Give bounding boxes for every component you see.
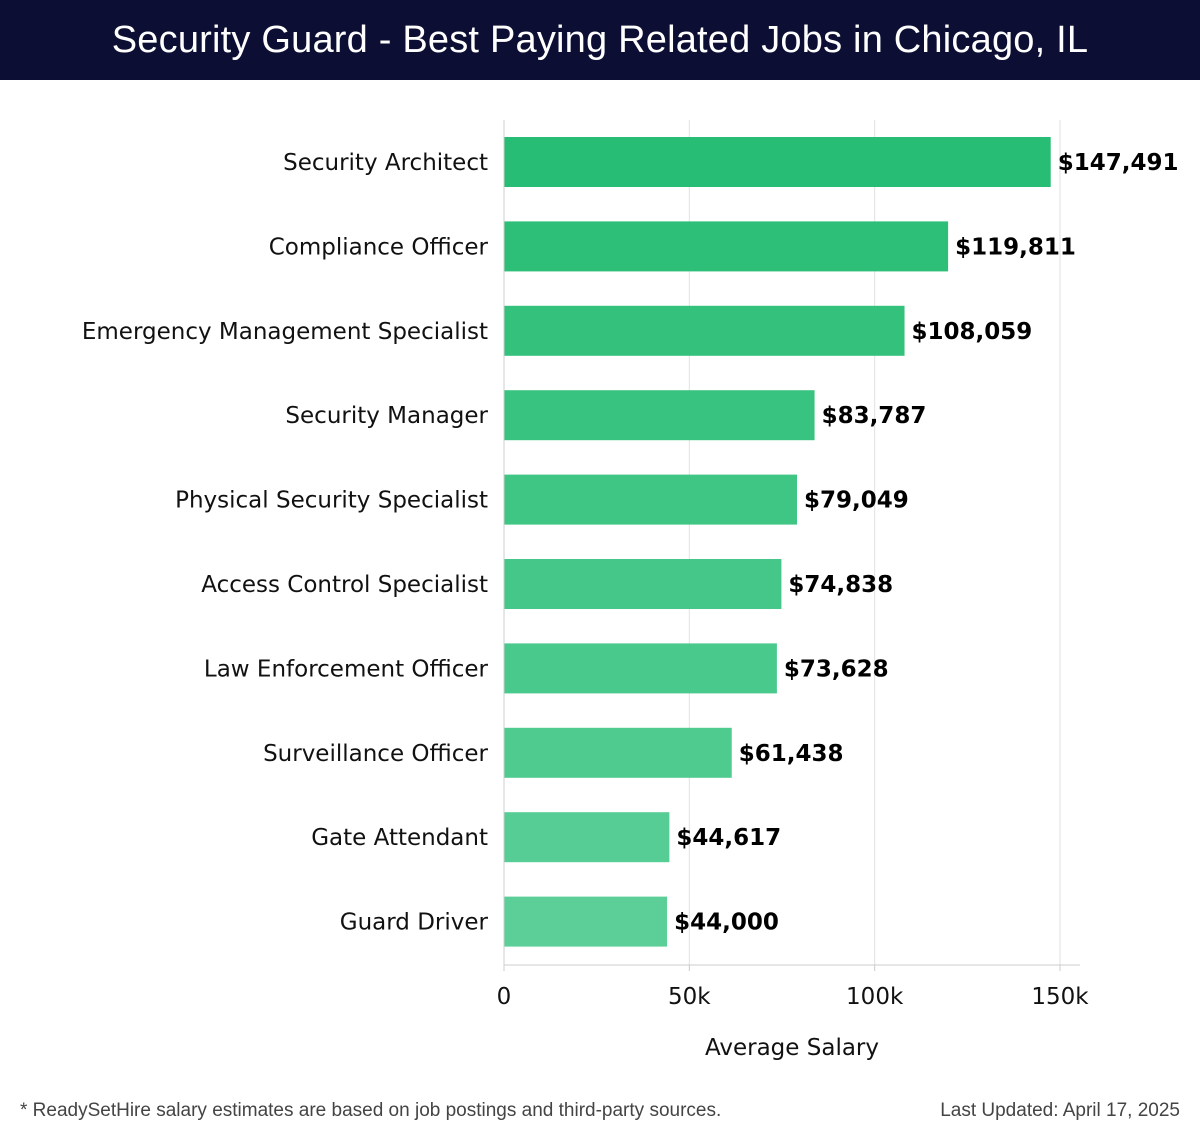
bar-5 [504, 474, 798, 525]
bar-2 [504, 221, 949, 272]
x-axis-title: Average Salary [705, 1035, 879, 1061]
value-label-10: $44,000 [674, 910, 779, 936]
bars [504, 137, 1051, 947]
last-updated: Last Updated: April 17, 2025 [940, 1100, 1180, 1121]
bar-6 [504, 559, 782, 609]
value-label-3: $108,059 [912, 319, 1033, 345]
bar-7 [504, 643, 777, 694]
bar-4 [504, 390, 815, 441]
category-label-1: Security Architect [283, 150, 488, 176]
category-label-9: Gate Attendant [311, 825, 488, 851]
tick-label-150k: 150k [1031, 984, 1089, 1010]
category-label-3: Emergency Management Specialist [82, 319, 488, 345]
tick-label-0: 0 [497, 984, 512, 1010]
tick-label-100k: 100k [846, 984, 904, 1010]
labels: Security Architect $147,491 Compliance Off… [82, 150, 1179, 1061]
value-label-9: $44,617 [676, 825, 781, 851]
category-label-6: Access Control Specialist [201, 572, 488, 598]
bar-9 [504, 812, 670, 863]
bar-10 [504, 896, 668, 947]
value-label-4: $83,787 [822, 403, 927, 429]
value-label-8: $61,438 [739, 741, 844, 767]
value-label-1: $147,491 [1058, 150, 1179, 176]
category-label-8: Surveillance Officer [263, 741, 488, 767]
value-label-5: $79,049 [804, 488, 909, 514]
bar-8 [504, 727, 732, 778]
bar-3 [504, 305, 905, 356]
category-label-2: Compliance Officer [269, 234, 489, 260]
tick-label-50k: 50k [668, 984, 711, 1010]
category-label-4: Security Manager [285, 403, 488, 429]
header-bar: Security Guard - Best Paying Related Job… [0, 0, 1200, 80]
category-label-10: Guard Driver [340, 910, 489, 936]
axes [503, 120, 1080, 971]
category-label-7: Law Enforcement Officer [204, 656, 489, 682]
value-label-6: $74,838 [788, 572, 893, 598]
value-label-7: $73,628 [784, 656, 889, 682]
chart-title: Security Guard - Best Paying Related Job… [111, 18, 1089, 61]
footnote: * ReadySetHire salary estimates are base… [20, 1100, 722, 1121]
bar-1 [504, 137, 1051, 187]
value-label-2: $119,811 [955, 234, 1076, 260]
category-label-5: Physical Security Specialist [175, 488, 488, 514]
salary-bar-chart: Security Architect $147,491 Compliance Off… [82, 120, 1179, 1061]
